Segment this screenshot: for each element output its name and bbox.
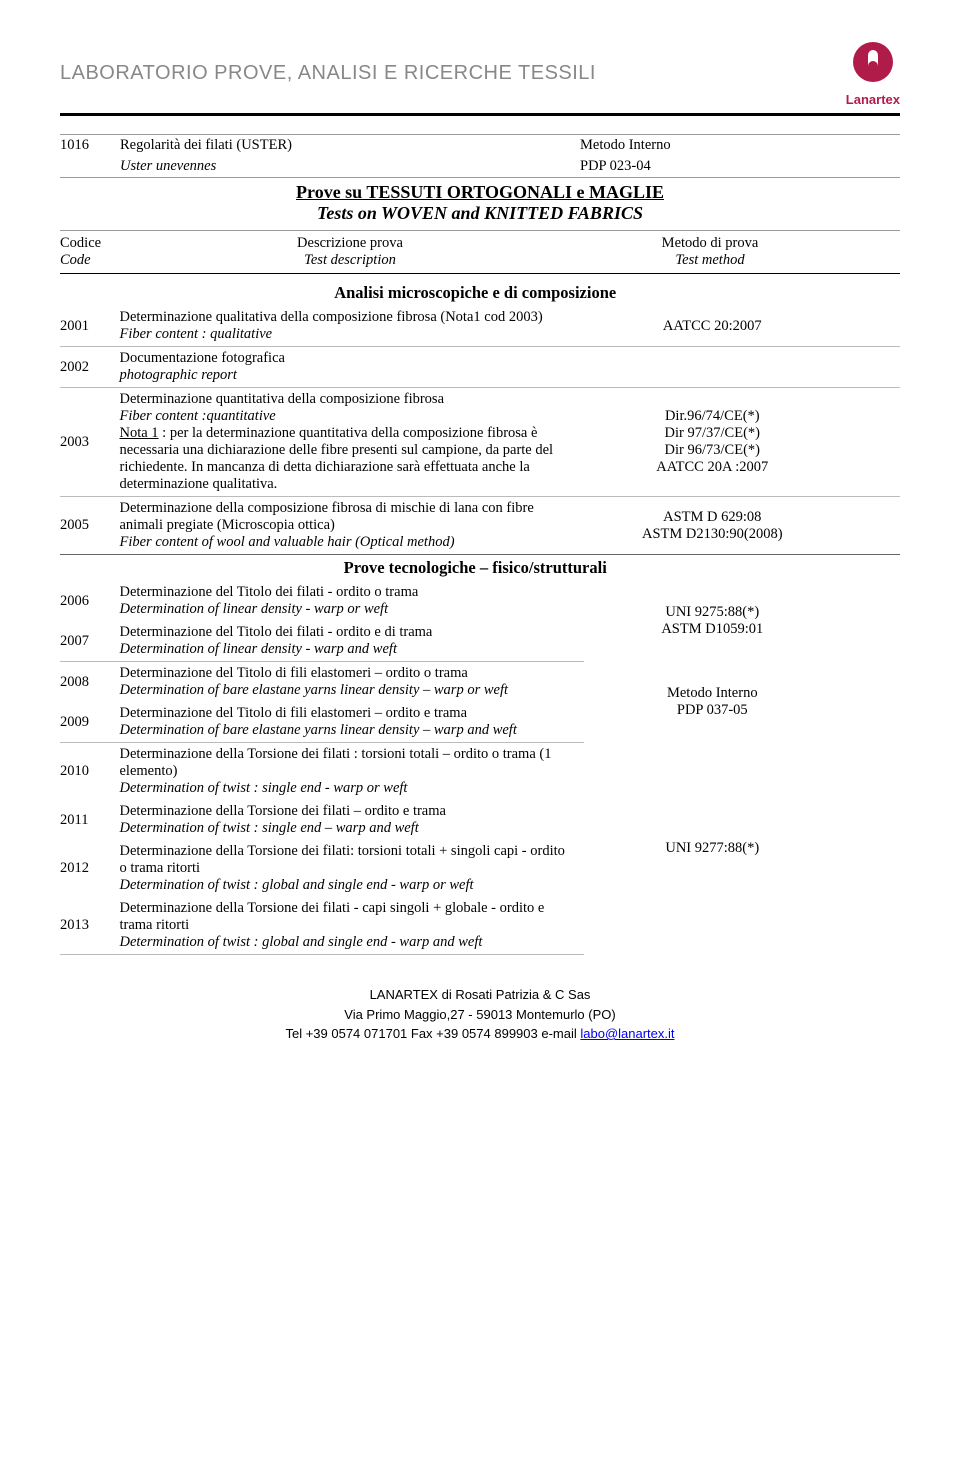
meth-l2: ASTM D1059:01: [661, 621, 763, 637]
main-section-title: Prove su TESSUTI ORTOGONALI e MAGLIE Tes…: [60, 182, 900, 224]
footer-email-link[interactable]: labo@lanartex.it: [580, 1026, 674, 1041]
footer-line3a: Tel +39 0574 071701 Fax +39 0574 899903 …: [285, 1026, 580, 1041]
row-desc-it: Determination of twist : single end - wa…: [119, 780, 407, 796]
logo: Lanartex: [846, 40, 900, 107]
head-code-it: Code: [60, 252, 91, 268]
header-title: LABORATORIO PROVE, ANALISI E RICERCHE TE…: [60, 62, 596, 85]
row-desc: Determinazione del Titolo dei filati - o…: [119, 584, 418, 600]
head-desc: Descrizione prova: [297, 235, 403, 251]
row-method: [584, 347, 841, 388]
row-code: 2008: [60, 662, 119, 703]
row-code: 2010: [60, 743, 119, 801]
row-desc: Determinazione del Titolo di fili elasto…: [119, 705, 467, 721]
row-desc: Documentazione fotografica: [119, 350, 284, 366]
row-meth-l1: Dir.96/74/CE(*): [665, 408, 760, 424]
row-desc-it: Fiber content : qualitative: [119, 326, 272, 342]
footer-line1: LANARTEX di Rosati Patrizia & C Sas: [60, 985, 900, 1005]
top-method-line1: Metodo Interno: [580, 135, 840, 157]
row-desc: Determinazione del Titolo dei filati - o…: [119, 624, 432, 640]
table-row: 2001 Determinazione qualitativa della co…: [60, 306, 900, 347]
logo-text: Lanartex: [846, 92, 900, 107]
row-meth-l2: ASTM D2130:90(2008): [642, 526, 783, 542]
row-desc-it: photographic report: [119, 367, 236, 383]
row-code: 2002: [60, 347, 119, 388]
head-code: Codice: [60, 235, 101, 251]
row-code: 2005: [60, 497, 119, 555]
row-meth-l1: ASTM D 629:08: [663, 509, 761, 525]
row-desc: Determinazione della Torsione dei filati…: [119, 746, 551, 779]
table-row: 2008 Determinazione del Titolo di fili e…: [60, 662, 900, 703]
row-desc: Determinazione della Torsione dei filati…: [119, 843, 564, 876]
top-desc-line2: Uster unevennes: [120, 156, 580, 178]
row-desc: Determinazione della Torsione dei filati…: [119, 900, 544, 933]
row-desc: Determinazione qualitativa della composi…: [119, 309, 542, 325]
row-code: 2012: [60, 840, 119, 897]
row-desc-it: Determination of twist : global and sing…: [119, 934, 482, 950]
row-code: 2013: [60, 897, 119, 955]
row-meth-l3: Dir 96/73/CE(*): [665, 442, 760, 458]
column-headers: Codice Code Descrizione prova Test descr…: [60, 230, 900, 274]
nota-label: Nota 1: [119, 425, 158, 441]
row-desc-it: Determination of linear density - warp a…: [119, 641, 397, 657]
table-row: 2006 Determinazione del Titolo dei filat…: [60, 581, 900, 621]
top-code: 1016: [60, 135, 120, 178]
row-desc-pre: Determinazione quantitativa della compos…: [119, 391, 444, 407]
head-meth-it: Test method: [675, 252, 744, 268]
meth-l1: Metodo Interno: [667, 685, 758, 701]
head-meth: Metodo di prova: [662, 235, 759, 251]
meth-l1: UNI 9277:88(*): [665, 840, 759, 856]
row-desc: Determinazione del Titolo di fili elasto…: [119, 665, 467, 681]
top-entry: 1016 Regolarità dei filati (USTER) Metod…: [60, 134, 900, 178]
head-desc-it: Test description: [304, 252, 396, 268]
table-row: 2002 Documentazione fotografica photogra…: [60, 347, 900, 388]
row-code: 2007: [60, 621, 119, 662]
row-meth-l4: AATCC 20A :2007: [656, 459, 768, 475]
row-meth-l2: Dir 97/37/CE(*): [665, 425, 760, 441]
subsection-b: Prove tecnologiche – fisico/strutturali: [119, 555, 840, 582]
row-code: 2011: [60, 800, 119, 840]
subsection-a: Analisi microscopiche e di composizione: [119, 280, 840, 306]
row-method: AATCC 20:2007: [584, 306, 841, 347]
meth-l2: PDP 037-05: [677, 702, 748, 718]
row-desc-it: Determination of bare elastane yarns lin…: [119, 682, 508, 698]
page-footer: LANARTEX di Rosati Patrizia & C Sas Via …: [60, 985, 900, 1044]
table-row: 2003 Determinazione quantitativa della c…: [60, 388, 900, 497]
row-desc-it: Determination of linear density - warp o…: [119, 601, 388, 617]
row-desc-it: Determination of twist : single end – wa…: [119, 820, 418, 836]
row-code: 2006: [60, 581, 119, 621]
data-table-a: Analisi microscopiche e di composizione …: [60, 280, 900, 955]
row-code: 2009: [60, 702, 119, 743]
row-desc-it: Fiber content of wool and valuable hair …: [119, 534, 454, 550]
meth-l1: UNI 9275:88(*): [665, 604, 759, 620]
footer-line2: Via Primo Maggio,27 - 59013 Montemurlo (…: [60, 1005, 900, 1025]
row-code: 2003: [60, 388, 119, 497]
row-desc: Determinazione della Torsione dei filati…: [119, 803, 445, 819]
nota-rest: : per la determinazione quantitativa del…: [119, 425, 553, 492]
table-row: 2005 Determinazione della composizione f…: [60, 497, 900, 555]
row-desc-it-pre: Fiber content :quantitative: [119, 408, 275, 424]
row-desc: Determinazione della composizione fibros…: [119, 500, 533, 533]
page-header: LABORATORIO PROVE, ANALISI E RICERCHE TE…: [60, 40, 900, 116]
main-title-line2: Tests on WOVEN and KNITTED FABRICS: [317, 203, 643, 223]
main-title-line1: Prove su TESSUTI ORTOGONALI e MAGLIE: [296, 182, 664, 202]
row-desc-it: Determination of twist : global and sing…: [119, 877, 473, 893]
top-desc-line1: Regolarità dei filati (USTER): [120, 135, 580, 157]
table-row: 2010 Determinazione della Torsione dei f…: [60, 743, 900, 801]
top-method-line2: PDP 023-04: [580, 156, 840, 178]
row-code: 2001: [60, 306, 119, 347]
beaker-icon: [848, 40, 898, 90]
row-desc-it: Determination of bare elastane yarns lin…: [119, 722, 516, 738]
